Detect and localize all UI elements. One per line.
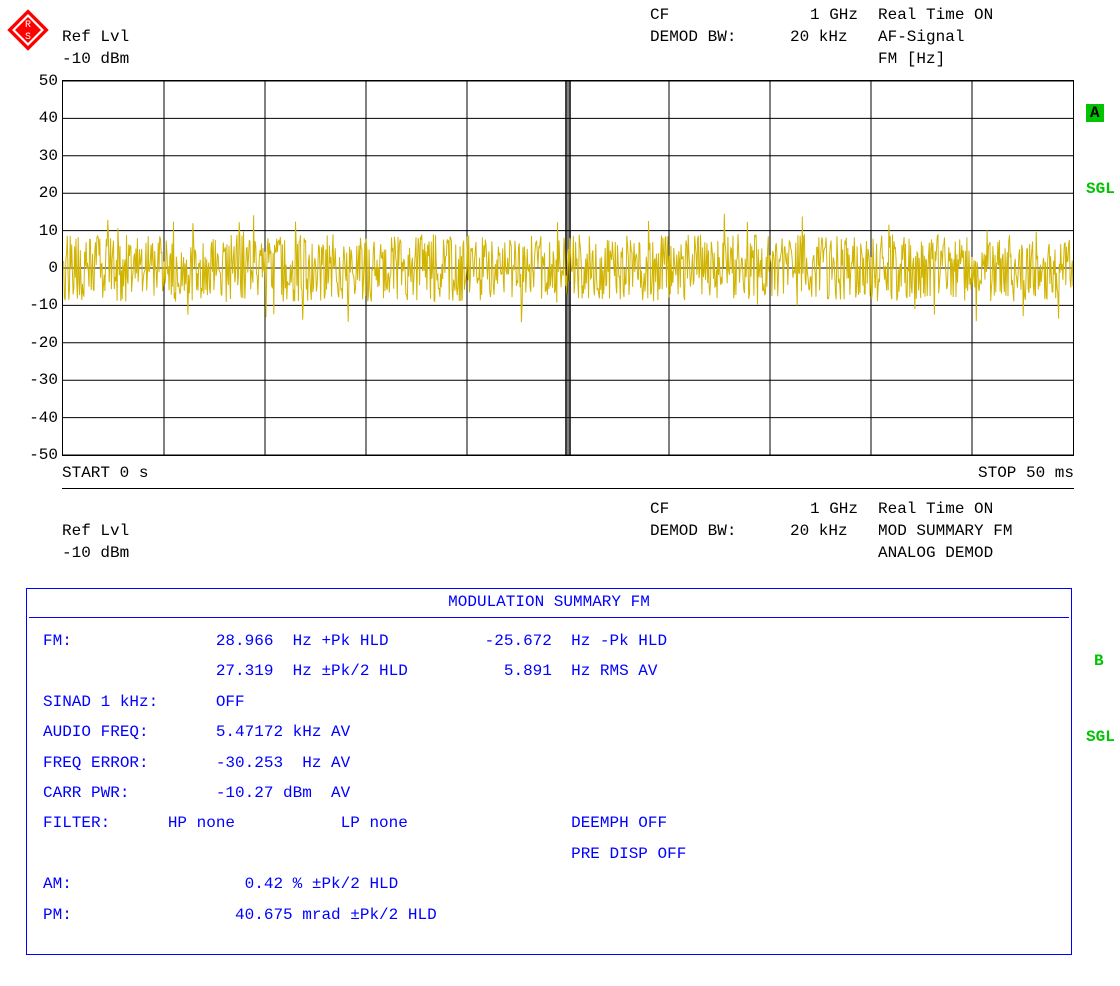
real-time-label: Real Time ON <box>878 6 993 24</box>
ref-lvl-label: Ref Lvl <box>62 28 129 46</box>
y-tick-label: 20 <box>8 184 58 202</box>
summary-title: MODULATION SUMMARY FM <box>27 589 1071 617</box>
y-tick-label: 50 <box>8 72 58 90</box>
cf-value: 1 GHz <box>810 6 858 24</box>
svg-text:R: R <box>25 20 31 31</box>
rs-logo-icon: R S <box>6 8 50 57</box>
y-tick-label: 0 <box>8 259 58 277</box>
af-signal-label: AF-Signal <box>878 28 964 46</box>
summary-body: FM: 28.966 Hz +Pk HLD -25.672 Hz -Pk HLD… <box>27 618 1071 954</box>
demod-bw-label-2: DEMOD BW: <box>650 522 736 540</box>
ref-lvl-value-2: -10 dBm <box>62 544 129 562</box>
demod-bw-value: 20 kHz <box>790 28 848 46</box>
y-tick-label: -50 <box>8 446 58 464</box>
x-start-label: START 0 s <box>62 464 148 482</box>
cf-label: CF <box>650 6 669 24</box>
divider-line <box>62 488 1074 489</box>
y-tick-label: 40 <box>8 109 58 127</box>
x-stop-label: STOP 50 ms <box>978 464 1074 482</box>
demod-bw-label: DEMOD BW: <box>650 28 736 46</box>
sgl-label-bottom: SGL <box>1082 728 1119 746</box>
trace-b-badge: B <box>1090 652 1108 670</box>
trace-a-badge: A <box>1086 104 1104 122</box>
modulation-summary-box: MODULATION SUMMARY FM FM: 28.966 Hz +Pk … <box>26 588 1072 955</box>
spectrum-analyzer-screen: R S Ref Lvl -10 dBm CF 1 GHz Real Time O… <box>0 0 1120 986</box>
ref-lvl-label-2: Ref Lvl <box>62 522 129 540</box>
svg-text:S: S <box>25 32 31 43</box>
y-tick-label: 30 <box>8 147 58 165</box>
y-tick-label: 10 <box>8 222 58 240</box>
y-tick-label: -30 <box>8 371 58 389</box>
demod-bw-value-2: 20 kHz <box>790 522 848 540</box>
sgl-label-top: SGL <box>1082 180 1119 198</box>
y-tick-label: -40 <box>8 409 58 427</box>
y-tick-label: -10 <box>8 296 58 314</box>
y-tick-label: -20 <box>8 334 58 352</box>
mod-summary-label: MOD SUMMARY FM <box>878 522 1012 540</box>
fm-unit-label: FM [Hz] <box>878 50 945 68</box>
cf-label-2: CF <box>650 500 669 518</box>
ref-lvl-value: -10 dBm <box>62 50 129 68</box>
cf-value-2: 1 GHz <box>810 500 858 518</box>
analog-demod-label: ANALOG DEMOD <box>878 544 993 562</box>
signal-chart <box>62 80 1074 456</box>
real-time-label-2: Real Time ON <box>878 500 993 518</box>
